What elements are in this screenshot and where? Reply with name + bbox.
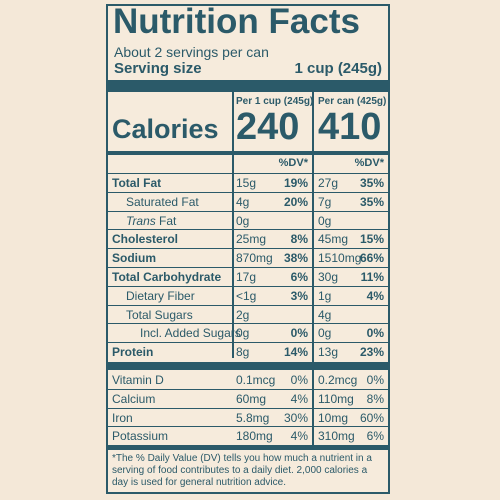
daily-value: 4% <box>366 288 384 303</box>
thick-rule <box>108 362 388 370</box>
row-name: Dietary Fiber <box>126 288 195 303</box>
amount: 0g <box>236 213 250 228</box>
servings: About 2 servings per can <box>114 44 269 60</box>
daily-value: 0% <box>290 373 308 387</box>
amount: 27g <box>318 176 339 190</box>
daily-value: 8% <box>290 232 308 247</box>
serving-size-label: Serving size <box>114 60 202 77</box>
amount: 4g <box>236 194 250 209</box>
column-header: Per can (425g) <box>318 96 387 107</box>
amount: 0g <box>318 326 332 341</box>
daily-value: 14% <box>283 345 308 360</box>
row-rule <box>108 267 388 268</box>
amount: 2g <box>236 307 250 322</box>
row-rule <box>108 304 388 306</box>
amount: 180mg <box>236 429 273 444</box>
row-rule <box>108 342 388 344</box>
dv-header: %DV* <box>354 157 384 169</box>
row-rule <box>108 191 388 193</box>
daily-value: 0% <box>366 326 384 341</box>
row-rule <box>108 407 388 409</box>
row-name: Iron <box>112 410 133 425</box>
amount: 13g <box>318 345 339 360</box>
daily-value: 35% <box>359 194 384 209</box>
rule <box>108 151 388 155</box>
amount: 5.8mg <box>236 410 270 425</box>
row-name: Protein <box>112 345 154 360</box>
daily-value: 66% <box>359 251 384 266</box>
daily-value: 3% <box>290 288 308 303</box>
daily-value: 19% <box>283 176 308 190</box>
amount: 110mg <box>318 391 354 406</box>
amount: <1g <box>236 288 257 303</box>
daily-value: 0% <box>366 373 384 387</box>
serving-size-value: 1 cup (245g) <box>294 60 382 77</box>
row-name: Total Sugars <box>126 307 193 322</box>
amount: 1g <box>318 288 332 303</box>
thick-rule <box>108 80 388 92</box>
vrule <box>232 92 234 358</box>
row-name: Saturated Fat <box>126 194 199 209</box>
daily-value: 4% <box>290 391 308 406</box>
nutrition-label: Nutrition Facts About 2 servings per can S… <box>106 2 390 494</box>
row-name: Total Fat <box>112 176 162 190</box>
amount: 870mg <box>236 251 273 266</box>
amount: 8g <box>236 345 250 360</box>
amount: 310mg <box>318 429 355 444</box>
dv-header: %DV* <box>278 157 308 169</box>
daily-value: 6% <box>366 429 384 444</box>
calories-value: 240 <box>236 106 300 148</box>
amount: 17g <box>236 270 257 284</box>
daily-value: 11% <box>360 270 384 284</box>
daily-value: 0% <box>290 326 308 341</box>
calories-value: 410 <box>318 106 382 148</box>
amount: 0.1mcg <box>236 373 276 387</box>
row-rule <box>108 285 388 287</box>
row-rule <box>108 426 388 428</box>
daily-value: 8% <box>366 391 384 406</box>
daily-value: 4% <box>290 429 308 444</box>
row-name: Incl. Added Sugars <box>140 326 241 341</box>
row-rule <box>108 210 388 212</box>
column-header: Per 1 cup (245g) <box>236 96 314 107</box>
amount: 7g <box>318 194 332 209</box>
vrule <box>312 92 314 445</box>
amount: 0g <box>236 326 250 341</box>
amount: 30g <box>318 270 339 284</box>
amount: 60mg <box>236 391 267 406</box>
amount: 10mg <box>318 410 349 425</box>
daily-value: 6% <box>290 270 308 284</box>
amount: 25mg <box>236 232 267 247</box>
daily-value: 60% <box>359 410 384 425</box>
row-name: Cholesterol <box>112 232 179 247</box>
daily-value: 35% <box>359 176 384 190</box>
calories-label: Calories <box>112 114 219 144</box>
daily-value: 38% <box>283 251 308 266</box>
row-name: Total Carbohydrate <box>112 270 222 284</box>
daily-value: 23% <box>359 345 384 360</box>
amount: 0g <box>318 213 332 228</box>
row-rule <box>108 388 388 390</box>
daily-value: 30% <box>283 410 308 425</box>
amount: 45mg <box>318 232 349 247</box>
daily-value: 15% <box>359 232 384 247</box>
row-name: Potassium <box>112 429 169 444</box>
name-italic: Trans <box>126 213 156 228</box>
row-name: Vitamin D <box>112 373 164 387</box>
amount: 1510mg <box>318 251 362 266</box>
footnote: *The % Daily Value (DV) tells you how mu… <box>112 453 372 489</box>
amount: 15g <box>236 176 257 190</box>
amount: 0.2mcg <box>318 373 358 387</box>
row-rule <box>108 323 388 325</box>
row-name: Calcium <box>112 391 156 406</box>
row-rule <box>108 229 388 231</box>
daily-value: 20% <box>283 194 308 209</box>
row-rule <box>108 248 388 250</box>
amount: 4g <box>318 307 332 322</box>
row-name: Sodium <box>112 251 156 266</box>
title: Nutrition Facts <box>113 2 360 41</box>
row-name: Fat <box>159 213 177 228</box>
row-rule <box>108 173 388 174</box>
thick-rule <box>108 445 388 451</box>
